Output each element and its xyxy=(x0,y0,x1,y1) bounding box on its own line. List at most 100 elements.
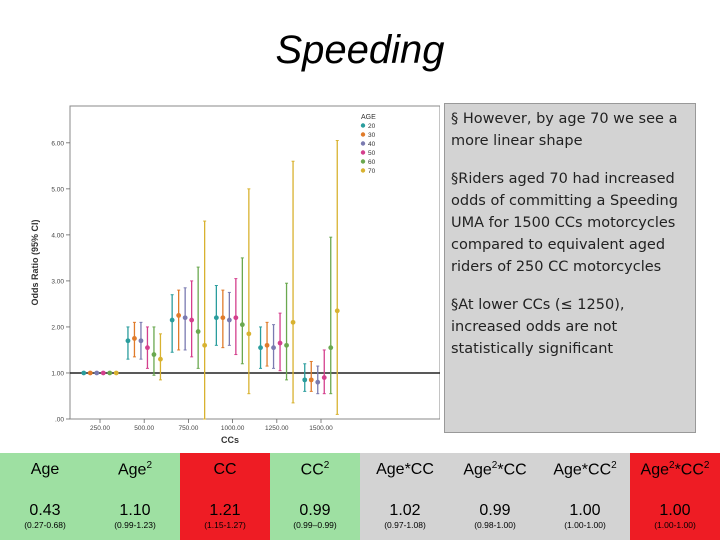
table-value-row: 0.43 1.10 1.21 0.99 1.02 0.99 1.00 1.00 xyxy=(0,486,720,520)
data-point xyxy=(151,352,157,357)
data-point xyxy=(158,356,163,362)
data-point xyxy=(308,377,314,383)
legend-label: 20 xyxy=(368,123,376,130)
x-tick-label: 750.00 xyxy=(178,425,198,432)
ci-age2-cc2: (1.00-1.00) xyxy=(630,520,720,540)
legend-label: 60 xyxy=(368,159,376,166)
header-age2: Age2 xyxy=(90,453,180,486)
series-age-70 xyxy=(113,140,340,420)
header-cc2: CC2 xyxy=(270,453,360,486)
value-age-cc: 1.02 xyxy=(360,486,450,520)
value-age: 0.43 xyxy=(0,486,90,520)
data-point xyxy=(315,379,321,385)
y-tick-label: 6.00 xyxy=(51,140,64,147)
legend-marker xyxy=(360,123,366,128)
legend-title: AGE xyxy=(361,114,376,121)
legend-label: 70 xyxy=(368,168,376,175)
data-point xyxy=(81,370,87,376)
table-header-row: Age Age2 CC CC2 Age*CC Age2*CC Age*CC2 A… xyxy=(0,453,720,486)
data-point xyxy=(132,336,137,341)
data-point xyxy=(113,370,119,376)
data-point xyxy=(145,345,150,351)
data-point xyxy=(94,370,100,376)
model-coefficients-table: Age Age2 CC CC2 Age*CC Age2*CC Age*CC2 A… xyxy=(0,453,720,540)
header-age-cc: Age*CC xyxy=(360,453,450,486)
data-point xyxy=(277,340,283,346)
data-point xyxy=(328,345,334,351)
x-tick-label: 1250.00 xyxy=(265,425,289,432)
legend-marker xyxy=(360,132,366,137)
data-point xyxy=(271,345,276,351)
data-point xyxy=(125,338,131,344)
data-point xyxy=(226,317,232,323)
legend-marker xyxy=(360,168,366,173)
data-point xyxy=(220,315,226,321)
ci-age-cc2: (1.00-1.00) xyxy=(540,520,630,540)
callout-point-2: §Riders aged 70 had increased odds of co… xyxy=(451,171,678,275)
ci-cc: (1.15-1.27) xyxy=(180,520,270,540)
value-cc2: 0.99 xyxy=(270,486,360,520)
data-point xyxy=(246,331,252,337)
y-axis-label: Odds Ratio (95% CI) xyxy=(30,219,40,305)
data-point xyxy=(202,342,208,348)
y-tick-label: 2.00 xyxy=(51,324,64,331)
data-point xyxy=(258,345,263,351)
data-point xyxy=(334,308,340,314)
value-age2: 1.10 xyxy=(90,486,180,520)
ci-cc2: (0.99–0.99) xyxy=(270,520,360,540)
callout-point-1: § However, by age 70 we see a more linea… xyxy=(451,111,678,149)
legend-marker xyxy=(360,150,366,155)
x-tick-label: 250.00 xyxy=(90,425,110,432)
data-point xyxy=(284,342,289,348)
series-age-20 xyxy=(81,285,308,392)
legend-label: 30 xyxy=(368,132,376,139)
legend-label: 50 xyxy=(368,150,376,157)
ci-age-cc: (0.97-1.08) xyxy=(360,520,450,540)
ci-age: (0.27-0.68) xyxy=(0,520,90,540)
data-point xyxy=(239,322,245,328)
legend-label: 40 xyxy=(368,141,376,148)
value-age-cc2: 1.00 xyxy=(540,486,630,520)
data-point xyxy=(213,315,219,321)
data-point xyxy=(264,342,270,348)
page-title: Speeding xyxy=(275,28,445,72)
series-age-60 xyxy=(107,236,334,395)
y-tick-label: 5.00 xyxy=(51,186,64,193)
value-age2-cc: 0.99 xyxy=(450,486,540,520)
legend-marker xyxy=(360,141,366,146)
data-point xyxy=(87,370,93,376)
data-point xyxy=(169,317,175,323)
table-ci-row: (0.27-0.68) (0.99-1.23) (1.15-1.27) (0.9… xyxy=(0,520,720,540)
plot-area xyxy=(69,105,441,420)
data-point xyxy=(182,315,188,321)
data-point xyxy=(107,370,113,376)
data-point xyxy=(176,313,182,318)
data-point xyxy=(302,377,308,383)
series-age-30 xyxy=(87,289,314,392)
odds-ratio-chart: Odds Ratio (95% CI) .00 1.00 2.00 3.00 4.00 5.… xyxy=(28,103,441,445)
series-age-40 xyxy=(94,287,321,395)
data-point xyxy=(189,317,195,323)
header-age2-cc2: Age2*CC2 xyxy=(630,453,720,486)
x-tick-label: 500.00 xyxy=(134,425,154,432)
x-tick-label: 1000.00 xyxy=(221,425,245,432)
data-point xyxy=(138,338,144,344)
data-point xyxy=(100,370,106,376)
ci-age2-cc: (0.98-1.00) xyxy=(450,520,540,540)
data-point xyxy=(233,315,239,321)
callout-point-3: §At lower CCs (≤ 1250), increased odds a… xyxy=(451,297,625,357)
header-age-cc2: Age*CC2 xyxy=(540,453,630,486)
chart-svg: Odds Ratio (95% CI) .00 1.00 2.00 3.00 4.00 5.… xyxy=(30,105,441,445)
y-tick-label: 3.00 xyxy=(51,278,64,285)
y-tick-label: 1.00 xyxy=(51,370,64,377)
header-age: Age xyxy=(0,453,90,486)
ci-age2: (0.99-1.23) xyxy=(90,520,180,540)
header-cc: CC xyxy=(180,453,270,486)
findings-callout: § However, by age 70 we see a more linea… xyxy=(444,103,696,433)
legend-marker xyxy=(360,159,366,164)
header-age2-cc: Age2*CC xyxy=(450,453,540,486)
data-point xyxy=(321,375,327,380)
value-age2-cc2: 1.00 xyxy=(630,486,720,520)
data-point xyxy=(195,329,201,334)
y-tick-label: .00 xyxy=(55,417,64,424)
